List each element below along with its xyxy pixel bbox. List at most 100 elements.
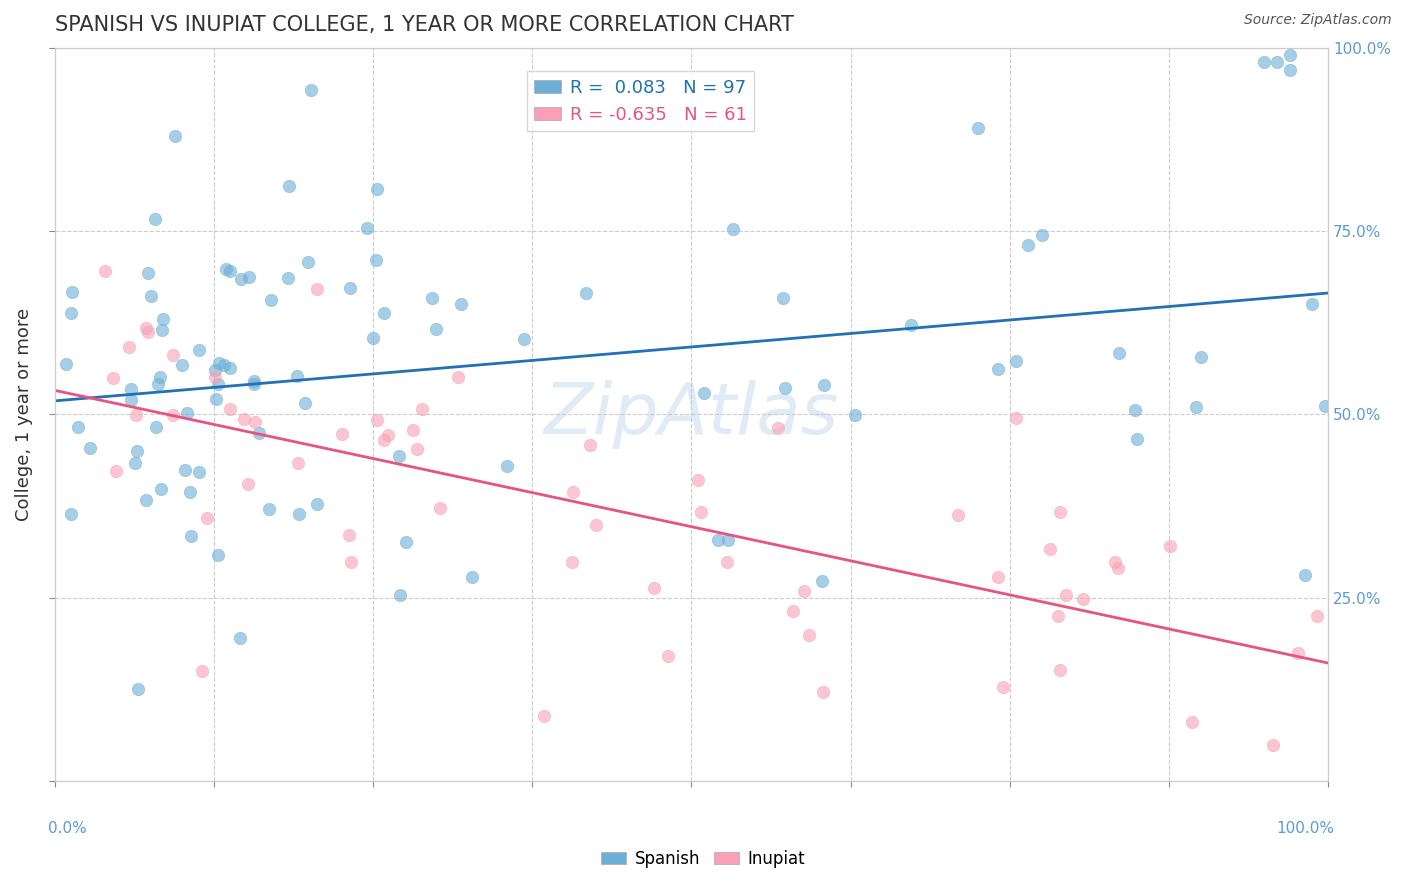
Point xyxy=(141,289,163,303)
Point xyxy=(59,507,82,521)
Point xyxy=(307,282,329,296)
Point xyxy=(337,527,360,541)
Legend: Spanish, Inupiat: Spanish, Inupiat xyxy=(595,844,811,875)
Point xyxy=(1005,354,1028,368)
Point xyxy=(1294,567,1316,582)
Point xyxy=(356,221,378,235)
Point xyxy=(288,507,311,521)
Point xyxy=(411,401,433,416)
Point xyxy=(405,442,427,457)
Point xyxy=(243,374,266,388)
Point xyxy=(1054,588,1077,602)
Point xyxy=(1159,539,1181,553)
Point xyxy=(562,485,585,500)
Point xyxy=(238,269,260,284)
Point xyxy=(260,293,283,308)
Point xyxy=(446,370,468,384)
Point xyxy=(1301,297,1323,311)
Point xyxy=(277,271,299,285)
Point xyxy=(1005,410,1028,425)
Text: SPANISH VS INUPIAT COLLEGE, 1 YEAR OR MORE CORRELATION CHART: SPANISH VS INUPIAT COLLEGE, 1 YEAR OR MO… xyxy=(55,15,793,35)
Point xyxy=(1046,609,1069,624)
Point xyxy=(205,392,228,406)
Point xyxy=(152,312,174,326)
Point xyxy=(793,583,815,598)
Point xyxy=(810,574,832,588)
Point xyxy=(1108,346,1130,360)
Point xyxy=(366,182,388,196)
Point xyxy=(125,408,148,422)
Point xyxy=(277,179,299,194)
Point xyxy=(1049,663,1071,677)
Point xyxy=(1286,646,1309,660)
Point xyxy=(1107,561,1129,575)
Point xyxy=(163,129,186,144)
Point xyxy=(1039,541,1062,556)
Point xyxy=(188,465,211,479)
Point xyxy=(693,385,716,400)
Point xyxy=(145,420,167,434)
Point xyxy=(120,383,142,397)
Point xyxy=(297,254,319,268)
Point xyxy=(717,533,740,547)
Point xyxy=(55,357,77,371)
Point xyxy=(208,356,231,370)
Point xyxy=(496,458,519,473)
Point xyxy=(59,306,82,320)
Point xyxy=(339,281,361,295)
Point xyxy=(1278,48,1301,62)
Point xyxy=(689,505,711,519)
Text: Source: ZipAtlas.com: Source: ZipAtlas.com xyxy=(1244,13,1392,28)
Point xyxy=(174,463,197,477)
Point xyxy=(125,444,148,458)
Point xyxy=(143,212,166,227)
Point xyxy=(287,456,309,470)
Point xyxy=(243,415,266,429)
Point xyxy=(450,297,472,311)
Point xyxy=(94,264,117,278)
Point xyxy=(219,263,242,277)
Point xyxy=(388,450,411,464)
Point xyxy=(366,413,388,427)
Legend: R =  0.083   N = 97, R = -0.635   N = 61: R = 0.083 N = 97, R = -0.635 N = 61 xyxy=(527,71,754,131)
Point xyxy=(575,285,598,300)
Point xyxy=(797,628,820,642)
Point xyxy=(657,648,679,663)
Point xyxy=(195,511,218,525)
Point xyxy=(366,252,388,267)
Point xyxy=(127,681,149,696)
Point xyxy=(232,412,254,426)
Point xyxy=(214,358,236,372)
Point xyxy=(813,377,835,392)
Point xyxy=(117,340,139,354)
Point xyxy=(149,482,172,496)
Point xyxy=(966,121,988,136)
Text: 100.0%: 100.0% xyxy=(1277,821,1334,836)
Point xyxy=(429,501,451,516)
Point xyxy=(191,664,214,678)
Point xyxy=(187,343,209,357)
Y-axis label: College, 1 year or more: College, 1 year or more xyxy=(15,308,32,521)
Point xyxy=(101,371,124,385)
Point xyxy=(1071,591,1094,606)
Point xyxy=(1031,228,1053,243)
Point xyxy=(844,408,866,422)
Point xyxy=(1017,238,1039,252)
Point xyxy=(811,685,834,699)
Text: ZipAtlas: ZipAtlas xyxy=(544,380,839,449)
Point xyxy=(388,588,411,602)
Point xyxy=(120,392,142,407)
Point xyxy=(1104,555,1126,569)
Point xyxy=(231,271,253,285)
Point xyxy=(688,473,710,487)
Point xyxy=(257,502,280,516)
Point xyxy=(361,331,384,345)
Point xyxy=(179,485,201,500)
Point xyxy=(1185,400,1208,414)
Point xyxy=(207,548,229,562)
Point xyxy=(204,363,226,377)
Point xyxy=(987,361,1010,376)
Point xyxy=(1253,55,1275,70)
Text: 0.0%: 0.0% xyxy=(48,821,87,836)
Point xyxy=(533,709,555,723)
